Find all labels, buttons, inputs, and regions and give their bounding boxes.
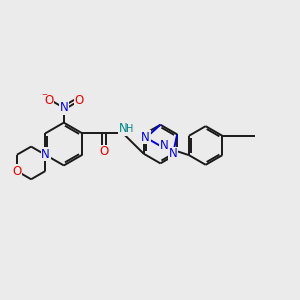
Text: N: N: [119, 122, 128, 135]
Text: O: O: [12, 165, 21, 178]
Text: O: O: [44, 94, 53, 107]
Text: N: N: [41, 148, 50, 161]
Text: H: H: [126, 124, 133, 134]
Text: N: N: [59, 101, 68, 114]
Text: $^{-}$: $^{-}$: [40, 92, 48, 102]
Text: O: O: [74, 94, 84, 107]
Text: N: N: [141, 130, 150, 144]
Text: N: N: [160, 139, 168, 152]
Text: O: O: [99, 145, 108, 158]
Text: N: N: [168, 147, 177, 161]
